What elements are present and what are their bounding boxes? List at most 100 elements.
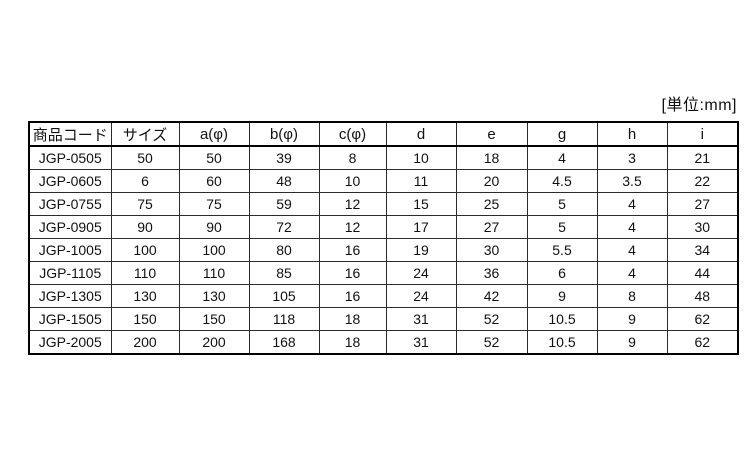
table-cell: 60 (178, 169, 250, 193)
table-cell: 30 (455, 238, 528, 262)
table-cell: 20 (455, 169, 528, 193)
table-cell: 12 (318, 192, 387, 216)
table-cell: 90 (110, 215, 180, 239)
table-cell: 5.5 (526, 238, 598, 262)
column-header: g (526, 121, 598, 147)
spec-table: 商品コード サイズ a(φ) b(φ) c(φ) d e g h i JGP-0505 50 50 39… (28, 121, 739, 355)
table-cell: 4 (596, 238, 668, 262)
table-cell: 15 (385, 192, 457, 216)
table-row: JGP-1005 100 100 80 16 19 30 5.5 4 34 (28, 238, 739, 262)
table-row: JGP-0505 50 50 39 8 10 18 4 3 21 (28, 145, 739, 170)
table-cell: 10 (385, 145, 457, 170)
table-cell: 8 (596, 284, 668, 308)
table-cell: 21 (666, 145, 739, 170)
table-cell: 34 (666, 238, 739, 262)
table-row: JGP-1105 110 110 85 16 24 36 6 4 44 (28, 261, 739, 285)
table-cell: 27 (455, 215, 528, 239)
table-cell: 24 (385, 284, 457, 308)
table-cell: 36 (455, 261, 528, 285)
table-cell: 8 (318, 145, 387, 170)
table-cell: 12 (318, 215, 387, 239)
table-cell: JGP-0505 (28, 145, 112, 170)
table-cell: 4.5 (526, 169, 598, 193)
table-cell: 25 (455, 192, 528, 216)
table-cell: 11 (385, 169, 457, 193)
table-cell: 85 (248, 261, 320, 285)
table-cell: 18 (318, 330, 387, 355)
table-cell: 4 (596, 192, 668, 216)
table-cell: 6 (110, 169, 180, 193)
table-cell: 18 (455, 145, 528, 170)
table-cell: 5 (526, 192, 598, 216)
table-cell: 24 (385, 261, 457, 285)
table-row: JGP-2005 200 200 168 18 31 52 10.5 9 62 (28, 330, 739, 355)
table-cell: 16 (318, 284, 387, 308)
table-row: JGP-0605 6 60 48 10 11 20 4.5 3.5 22 (28, 169, 739, 193)
table-cell: 80 (248, 238, 320, 262)
table-cell: 4 (596, 261, 668, 285)
table-cell: 9 (596, 307, 668, 331)
table-row: JGP-1305 130 130 105 16 24 42 9 8 48 (28, 284, 739, 308)
table-cell: 10 (318, 169, 387, 193)
table-cell: 44 (666, 261, 739, 285)
table-cell: 30 (666, 215, 739, 239)
table-cell: 52 (455, 330, 528, 355)
column-header: a(φ) (178, 121, 250, 147)
table-cell: 31 (385, 330, 457, 355)
table-cell: JGP-1105 (28, 261, 112, 285)
table-cell: 4 (526, 145, 598, 170)
table-cell: 110 (178, 261, 250, 285)
table-cell: JGP-0605 (28, 169, 112, 193)
table-cell: 105 (248, 284, 320, 308)
table-cell: 18 (318, 307, 387, 331)
column-header: e (455, 121, 528, 147)
table-cell: 6 (526, 261, 598, 285)
column-header: 商品コード (28, 121, 112, 147)
column-header: c(φ) (318, 121, 387, 147)
table-cell: 75 (110, 192, 180, 216)
table-cell: 3.5 (596, 169, 668, 193)
table-cell: 168 (248, 330, 320, 355)
table-cell: 200 (178, 330, 250, 355)
table-cell: 72 (248, 215, 320, 239)
table-cell: 10.5 (526, 330, 598, 355)
table-cell: 16 (318, 261, 387, 285)
table-cell: 59 (248, 192, 320, 216)
table-cell: 150 (110, 307, 180, 331)
column-header: サイズ (110, 121, 180, 147)
table-cell: 62 (666, 330, 739, 355)
table-cell: 10.5 (526, 307, 598, 331)
table-cell: 52 (455, 307, 528, 331)
table-cell: 130 (110, 284, 180, 308)
table-cell: 100 (110, 238, 180, 262)
table-cell: 31 (385, 307, 457, 331)
table-body: JGP-0505 50 50 39 8 10 18 4 3 21 JGP-0605 6 60 48 10 11… (28, 145, 739, 355)
table-row: JGP-0905 90 90 72 12 17 27 5 4 30 (28, 215, 739, 239)
table-cell: 48 (666, 284, 739, 308)
table-cell: 75 (178, 192, 250, 216)
table-cell: JGP-0755 (28, 192, 112, 216)
table-cell: 50 (110, 145, 180, 170)
table-cell: 100 (178, 238, 250, 262)
table-cell: JGP-0905 (28, 215, 112, 239)
table-cell: 27 (666, 192, 739, 216)
table-cell: JGP-1005 (28, 238, 112, 262)
table-cell: 110 (110, 261, 180, 285)
table-cell: 42 (455, 284, 528, 308)
table-cell: 48 (248, 169, 320, 193)
table-cell: 150 (178, 307, 250, 331)
table-cell: 62 (666, 307, 739, 331)
table-cell: JGP-2005 (28, 330, 112, 355)
table-cell: 5 (526, 215, 598, 239)
table-cell: 130 (178, 284, 250, 308)
table-cell: JGP-1305 (28, 284, 112, 308)
column-header: d (385, 121, 457, 147)
table-cell: 90 (178, 215, 250, 239)
table-cell: 3 (596, 145, 668, 170)
table-cell: 19 (385, 238, 457, 262)
table-cell: 4 (596, 215, 668, 239)
column-header: i (666, 121, 739, 147)
table-header-row: 商品コード サイズ a(φ) b(φ) c(φ) d e g h i (28, 121, 739, 147)
table-cell: 22 (666, 169, 739, 193)
